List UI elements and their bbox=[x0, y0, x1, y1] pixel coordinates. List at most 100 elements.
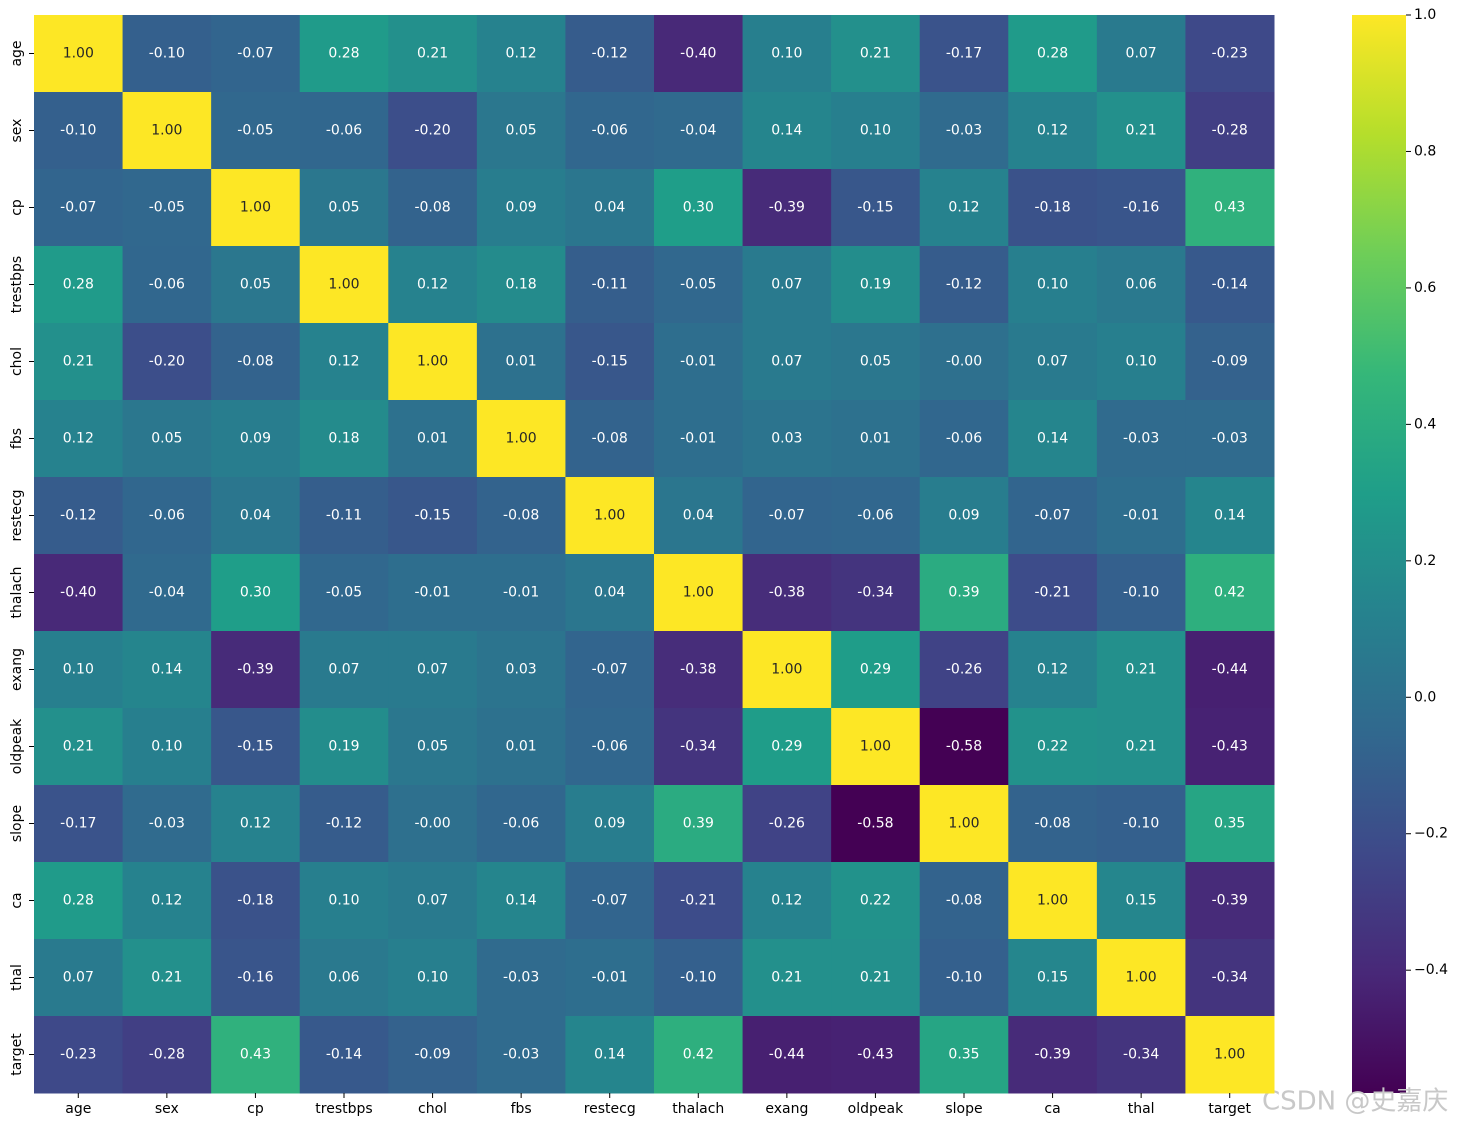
cell-label: 0.09 bbox=[506, 200, 537, 216]
cell-label: -0.20 bbox=[414, 123, 450, 139]
heatmap-cell bbox=[831, 862, 921, 940]
heatmap-cell bbox=[565, 939, 655, 1017]
cell-label: -0.05 bbox=[326, 585, 362, 601]
cell-label: 0.12 bbox=[240, 816, 271, 832]
cell-label: 0.05 bbox=[417, 739, 448, 755]
heatmap-cell bbox=[34, 631, 124, 709]
cell-label: -0.07 bbox=[592, 893, 628, 909]
cell-label: -0.23 bbox=[60, 1047, 96, 1063]
heatmap-cell bbox=[1008, 708, 1098, 786]
heatmap-cell bbox=[122, 631, 212, 709]
heatmap-cell bbox=[1008, 477, 1098, 555]
heatmap-cell bbox=[34, 1016, 124, 1094]
heatmap-cell bbox=[211, 708, 301, 786]
cell-label: 0.35 bbox=[1214, 816, 1245, 832]
heatmap-cell bbox=[122, 554, 212, 632]
heatmap-cell bbox=[34, 323, 124, 401]
cell-label: 0.03 bbox=[506, 662, 537, 678]
cell-label: 0.18 bbox=[506, 277, 537, 293]
heatmap-cell bbox=[654, 862, 744, 940]
heatmap-cell bbox=[1008, 92, 1098, 170]
heatmap-cell bbox=[1096, 554, 1186, 632]
cell-label: 1.00 bbox=[948, 816, 979, 832]
y-tick-label: sex bbox=[9, 119, 25, 143]
heatmap-cell bbox=[654, 15, 744, 93]
heatmap-cell bbox=[211, 631, 301, 709]
cell-label: 1.00 bbox=[417, 354, 448, 370]
cell-label: 0.12 bbox=[63, 431, 94, 447]
heatmap-cell bbox=[476, 862, 566, 940]
cell-label: 1.00 bbox=[1126, 970, 1157, 986]
x-tick-label: sex bbox=[155, 1101, 179, 1117]
heatmap-cell bbox=[299, 1016, 389, 1094]
cell-label: -0.00 bbox=[946, 354, 982, 370]
heatmap-cell bbox=[211, 246, 301, 324]
heatmap-cell bbox=[654, 785, 744, 863]
heatmap-cell bbox=[565, 477, 655, 555]
cell-label: -0.06 bbox=[149, 277, 185, 293]
cell-label: -0.09 bbox=[414, 1047, 450, 1063]
heatmap-cell bbox=[1096, 631, 1186, 709]
cell-label: -0.03 bbox=[149, 816, 185, 832]
heatmap-cell bbox=[831, 708, 921, 786]
cell-label: 1.00 bbox=[683, 585, 714, 601]
cell-label: 1.00 bbox=[594, 508, 625, 524]
heatmap-cell bbox=[299, 554, 389, 632]
cell-label: 0.43 bbox=[1214, 200, 1245, 216]
colorbar-tick-label: 1.0 bbox=[1414, 7, 1436, 23]
cell-label: -0.12 bbox=[326, 816, 362, 832]
heatmap-cell bbox=[1008, 631, 1098, 709]
heatmap-cell bbox=[831, 400, 921, 478]
heatmap-cell bbox=[1096, 939, 1186, 1017]
cell-label: -0.17 bbox=[946, 46, 982, 62]
heatmap-cell bbox=[122, 92, 212, 170]
cell-label: -0.15 bbox=[237, 739, 273, 755]
heatmap-cell bbox=[34, 246, 124, 324]
cell-label: -0.12 bbox=[946, 277, 982, 293]
cell-label: 0.21 bbox=[1126, 662, 1157, 678]
heatmap-cell bbox=[122, 477, 212, 555]
cell-label: -0.03 bbox=[1123, 431, 1159, 447]
watermark: CSDN @史嘉庆 bbox=[1262, 1087, 1448, 1117]
colorbar-tick-label: 0.8 bbox=[1414, 143, 1436, 159]
cell-label: 0.39 bbox=[948, 585, 979, 601]
cell-label: -0.07 bbox=[592, 662, 628, 678]
cell-label: -0.06 bbox=[857, 508, 893, 524]
cell-label: 0.07 bbox=[1037, 354, 1068, 370]
cell-label: -0.08 bbox=[1034, 816, 1070, 832]
cell-label: 0.21 bbox=[63, 739, 94, 755]
y-tick-label: ca bbox=[9, 892, 25, 908]
cell-label: 0.01 bbox=[506, 354, 537, 370]
heatmap-cell bbox=[211, 323, 301, 401]
cell-label: 0.19 bbox=[860, 277, 891, 293]
heatmap-cell bbox=[654, 1016, 744, 1094]
cell-label: -0.39 bbox=[769, 200, 805, 216]
cell-label: 0.30 bbox=[683, 200, 714, 216]
heatmap-cell bbox=[1185, 246, 1275, 324]
heatmap-cell bbox=[831, 477, 921, 555]
cell-label: 0.21 bbox=[860, 970, 891, 986]
heatmap-cell bbox=[122, 400, 212, 478]
heatmap-cell bbox=[565, 400, 655, 478]
x-tick-label: restecg bbox=[584, 1101, 636, 1117]
cell-label: 0.22 bbox=[860, 893, 891, 909]
cell-label: 1.00 bbox=[151, 123, 182, 139]
cell-label: -0.40 bbox=[680, 46, 716, 62]
heatmap-cell bbox=[388, 631, 478, 709]
cell-label: -0.10 bbox=[149, 46, 185, 62]
heatmap-cell bbox=[1008, 15, 1098, 93]
cell-label: -0.21 bbox=[1034, 585, 1070, 601]
x-tick-label: target bbox=[1208, 1101, 1251, 1117]
heatmap-cell bbox=[299, 246, 389, 324]
cell-label: 0.04 bbox=[594, 200, 625, 216]
cell-label: -0.03 bbox=[503, 1047, 539, 1063]
heatmap-cell bbox=[565, 708, 655, 786]
cell-label: 0.05 bbox=[151, 431, 182, 447]
cell-label: 1.00 bbox=[771, 662, 802, 678]
cell-label: 0.12 bbox=[506, 46, 537, 62]
heatmap-cell bbox=[654, 477, 744, 555]
heatmap-cell bbox=[476, 246, 566, 324]
cell-label: -0.08 bbox=[414, 200, 450, 216]
cell-label: 0.07 bbox=[771, 354, 802, 370]
heatmap-cell bbox=[1096, 169, 1186, 247]
